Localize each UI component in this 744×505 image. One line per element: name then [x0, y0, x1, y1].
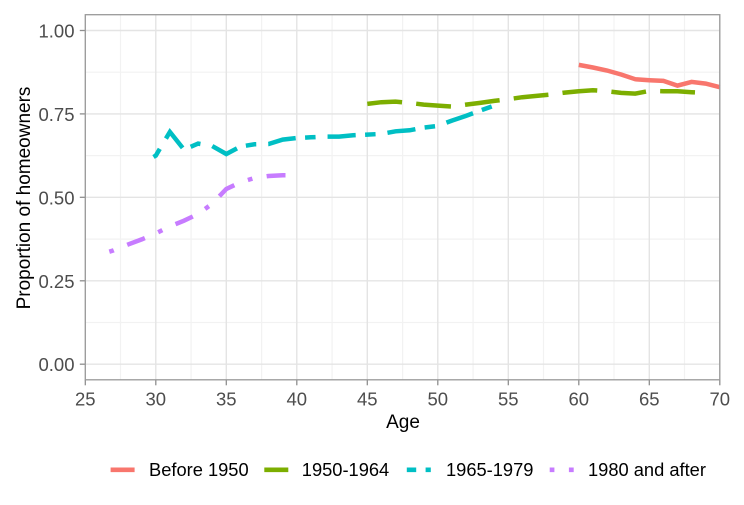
- svg-text:60: 60: [569, 389, 590, 410]
- svg-text:0.50: 0.50: [38, 187, 74, 208]
- svg-text:35: 35: [216, 389, 237, 410]
- svg-text:1980 and after: 1980 and after: [588, 459, 706, 480]
- svg-text:1.00: 1.00: [38, 21, 74, 42]
- svg-text:45: 45: [357, 389, 378, 410]
- svg-text:0.25: 0.25: [38, 271, 74, 292]
- svg-text:55: 55: [498, 389, 519, 410]
- svg-text:0.00: 0.00: [38, 354, 74, 375]
- svg-text:40: 40: [287, 389, 308, 410]
- svg-text:Proportion of homeowners: Proportion of homeowners: [14, 87, 35, 310]
- svg-text:30: 30: [146, 389, 167, 410]
- svg-text:Before 1950: Before 1950: [149, 459, 249, 480]
- svg-text:50: 50: [428, 389, 449, 410]
- svg-text:70: 70: [710, 389, 731, 410]
- svg-text:Age: Age: [386, 412, 420, 433]
- svg-text:1965-1979: 1965-1979: [446, 459, 533, 480]
- svg-text:25: 25: [75, 389, 96, 410]
- svg-text:0.75: 0.75: [38, 104, 74, 125]
- svg-text:1950-1964: 1950-1964: [302, 459, 389, 480]
- svg-text:65: 65: [639, 389, 660, 410]
